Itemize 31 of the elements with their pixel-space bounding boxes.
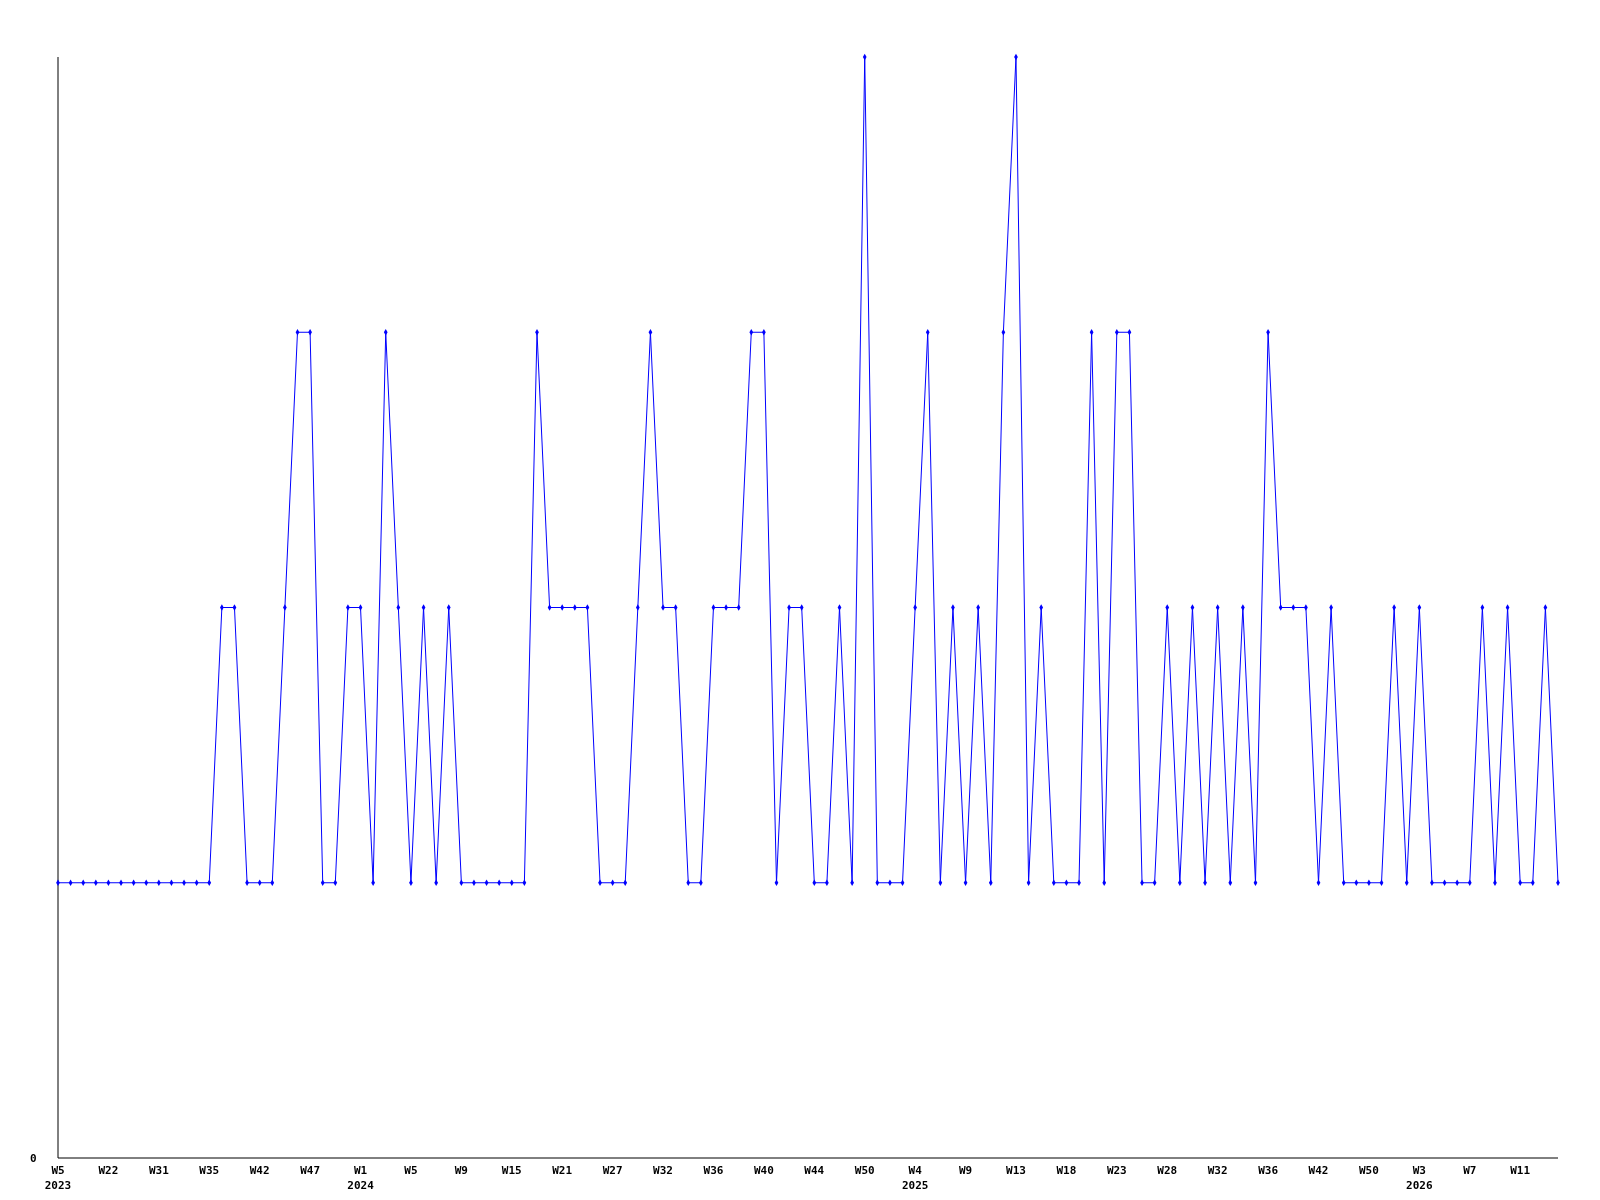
x-tick-label: W27 <box>602 1164 623 1177</box>
x-tick-label: W40 <box>753 1164 774 1177</box>
x-tick-label: W18 <box>1056 1164 1077 1177</box>
x-tick-label: W32 <box>1207 1164 1228 1177</box>
x-tick-label: W35 <box>199 1164 220 1177</box>
x-tick-label: W36 <box>1258 1164 1279 1177</box>
x-tick-label: W50 <box>854 1164 875 1177</box>
x-tick-label: W1 2024 <box>347 1164 375 1192</box>
x-tick-label: W9 <box>958 1164 973 1177</box>
x-tick-label: W36 <box>703 1164 724 1177</box>
x-tick-label: W44 <box>804 1164 825 1177</box>
x-tick-label: W42 <box>1308 1164 1329 1177</box>
text: 0 <box>30 1152 37 1165</box>
x-tick-label: W13 <box>1006 1164 1026 1177</box>
x-tick-label: W4 2025 <box>901 1164 929 1192</box>
x-tick-label: W5 2023 <box>44 1164 72 1192</box>
x-tick-label: W28 <box>1157 1164 1178 1177</box>
x-tick-label: W47 <box>300 1164 321 1177</box>
x-tick-label: W3 2026 <box>1406 1164 1433 1192</box>
x-tick-label: W7 <box>1463 1164 1477 1177</box>
x-tick-label: W31 <box>148 1164 170 1177</box>
x-tick-label: W21 <box>552 1164 573 1177</box>
x-tick-label: W42 <box>249 1164 270 1177</box>
x-tick-label: W5 <box>404 1164 418 1177</box>
x-tick-label: W15 <box>501 1164 522 1177</box>
x-tick-label: W50 <box>1358 1164 1379 1177</box>
x-tick-label: W11 <box>1510 1164 1531 1177</box>
x-tick-label: W23 <box>1106 1164 1127 1177</box>
x-tick-label: W22 <box>98 1164 119 1177</box>
x-tick-label: W32 <box>653 1164 673 1177</box>
x-tick-label: W9 <box>454 1164 468 1177</box>
